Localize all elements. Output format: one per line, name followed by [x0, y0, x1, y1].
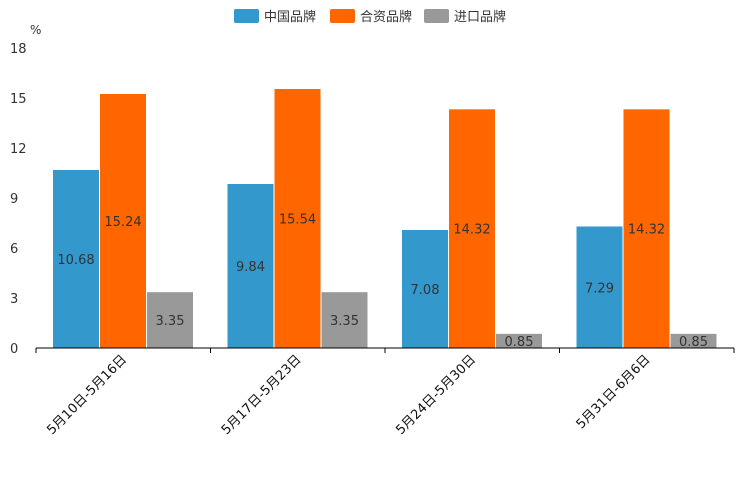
- data-label: 14.32: [628, 223, 665, 238]
- y-tick-label: 0: [10, 342, 18, 357]
- x-category-label: 5月24日-5月30日: [393, 352, 479, 438]
- bar: [321, 292, 368, 348]
- bar: [449, 109, 495, 348]
- x-axis-ticks: 5月10日-5月16日 5月17日-5月23日 5月24日-5月30日 5月31日-6…: [35, 348, 735, 438]
- bar: [496, 333, 542, 348]
- bar: [274, 89, 321, 348]
- data-labels: 10.68 15.24 3.35 9.84 15.54 3.35 7.08 14.32 0.85…: [57, 213, 708, 350]
- bar: [53, 170, 99, 348]
- y-tick-label: 3: [10, 292, 18, 307]
- y-tick-label: 12: [10, 142, 27, 157]
- y-tick-label: 15: [10, 92, 27, 107]
- y-tick-label: 6: [10, 242, 18, 257]
- data-label: 0.85: [505, 335, 534, 350]
- y-axis-unit-label: %: [30, 23, 41, 37]
- legend-label-1: 中国品牌: [264, 9, 316, 25]
- bar: [227, 184, 274, 348]
- data-label: 7.29: [585, 281, 614, 296]
- data-label: 3.35: [156, 314, 185, 329]
- data-label: 14.32: [453, 223, 490, 238]
- data-label: 3.35: [330, 314, 359, 329]
- data-label: 7.08: [411, 283, 440, 298]
- y-axis-ticks: 0 3 6 9 12 15 18: [10, 42, 27, 357]
- x-category-label: 5月10日-5月16日: [44, 352, 130, 438]
- x-category-label: 5月31日-6月6日: [574, 352, 654, 432]
- y-tick-label: 9: [10, 192, 18, 207]
- bar: [576, 226, 623, 348]
- legend-swatch-2: [330, 9, 355, 23]
- bar: [670, 333, 717, 348]
- legend-swatch-1: [234, 9, 259, 23]
- y-tick-label: 18: [10, 42, 27, 57]
- bar: [623, 109, 670, 348]
- legend-label-3: 进口品牌: [454, 9, 506, 25]
- data-label: 10.68: [57, 253, 94, 268]
- data-label: 9.84: [236, 260, 265, 275]
- bar: [147, 292, 193, 348]
- bar: [402, 230, 448, 348]
- bars: [53, 89, 717, 348]
- x-category-label: 5月17日-5月23日: [219, 352, 305, 438]
- data-label: 0.85: [679, 335, 708, 350]
- data-label: 15.54: [279, 213, 316, 228]
- data-label: 15.24: [104, 215, 141, 230]
- bar: [100, 94, 146, 348]
- legend-swatch-3: [424, 9, 449, 23]
- legend-label-2: 合资品牌: [360, 9, 412, 25]
- legend: 中国品牌 合资品牌 进口品牌: [234, 9, 506, 25]
